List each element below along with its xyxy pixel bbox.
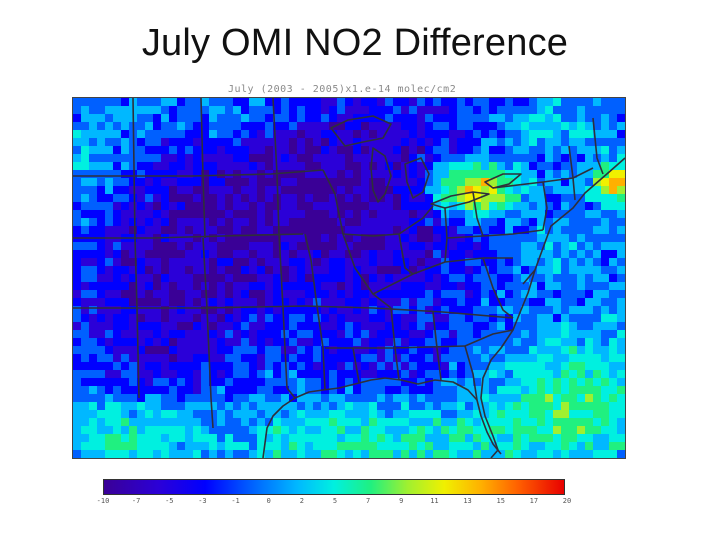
no2-difference-map [72, 97, 626, 459]
heatmap-grid [73, 98, 625, 458]
colorbar-tick-label: -1 [231, 497, 240, 505]
colorbar-tick-label: 9 [399, 497, 404, 505]
colorbar-tick-label: 5 [332, 497, 338, 505]
slide-title: July OMI NO2 Difference [141, 22, 569, 64]
colorbar-tick-label: -7 [131, 497, 141, 505]
colorbar-tick-label: 7 [366, 497, 371, 505]
colorbar [103, 479, 565, 495]
colorbar-tick-label: -5 [165, 497, 174, 505]
florida-peninsula [476, 399, 502, 455]
colorbar-tick-label: 17 [529, 497, 539, 505]
colorbar-tick-label: -10 [96, 497, 110, 505]
colorbar-tick-label: 15 [496, 497, 505, 505]
colorbar-tick-label: 0 [266, 497, 271, 505]
lake-outline [484, 173, 522, 189]
colorbar-tick-label: 13 [463, 497, 472, 505]
lake-outline [404, 157, 430, 199]
gulf-coastline [262, 377, 478, 458]
map-canvas [73, 98, 625, 458]
coastline [480, 157, 625, 458]
state-boundaries [73, 98, 625, 458]
colorbar-tick-label: -3 [198, 497, 207, 505]
colorbar-tick-label: 11 [430, 497, 439, 505]
lake-outline [370, 147, 392, 203]
colorbar-tick-label: 2 [299, 497, 304, 505]
map-subtitle: July (2003 - 2005)x1.e-14 molec/cm2 [228, 84, 457, 95]
colorbar-tick-label: 20 [562, 497, 572, 505]
colorbar-tick-labels: -10 -7 -5 -3 -1 0 2 5 7 9 11 13 15 17 20 [92, 497, 578, 509]
lake-outline [330, 115, 392, 147]
